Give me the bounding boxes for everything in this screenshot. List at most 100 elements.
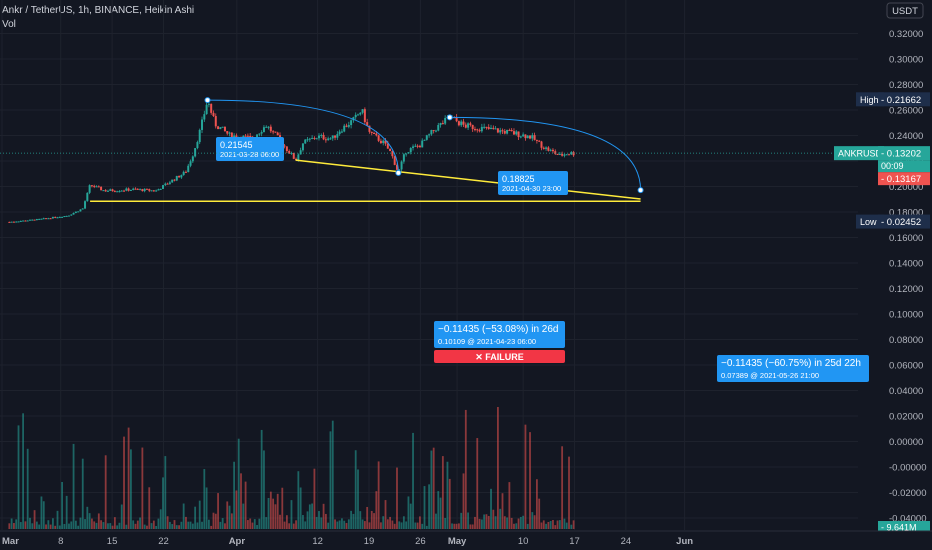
volume-bar [467, 512, 469, 529]
candle-body [187, 165, 190, 173]
candle-body [398, 169, 401, 171]
candle-body [471, 124, 474, 130]
candle-body [354, 114, 357, 118]
candle-body [139, 189, 142, 191]
time-tick: 17 [569, 536, 580, 547]
candle-body [38, 218, 41, 220]
volume-bar [15, 519, 18, 529]
volume-bar [439, 497, 442, 529]
volume-bar [185, 516, 187, 529]
price-tick: -0.00000 [889, 463, 927, 474]
failure-label: ✕ FAILURE [475, 352, 524, 362]
volume-bar [52, 518, 54, 529]
candle-body [81, 208, 84, 210]
candle-body [159, 188, 162, 190]
volume-bar [334, 519, 336, 529]
low-value: - 0.02452 [881, 217, 921, 228]
volume-bar [49, 524, 52, 529]
arc-point [637, 187, 644, 194]
volume-bar [125, 524, 128, 529]
volume-bar [244, 481, 247, 529]
candle-body [42, 218, 45, 220]
volume-indicator-label[interactable]: Vol [2, 19, 16, 30]
candle-body [430, 130, 433, 135]
price-tick: 0.00000 [889, 437, 923, 448]
candle-body [501, 130, 504, 132]
volume-bar [214, 513, 217, 529]
candle-body [86, 192, 89, 202]
volume-bar [285, 515, 288, 529]
volume-bar [191, 523, 194, 529]
time-tick: Mar [2, 536, 19, 547]
candle-body [157, 189, 160, 191]
candle-body [182, 171, 185, 176]
volume-bar [405, 521, 408, 529]
volume-bar [107, 523, 109, 529]
candle-body [480, 126, 483, 132]
volume-bar [134, 523, 137, 529]
candle-body [45, 218, 48, 220]
volume-bar [558, 520, 561, 529]
candle-body [373, 133, 376, 135]
candle-body [524, 134, 527, 139]
volume-bar [81, 458, 84, 529]
candle-body [201, 119, 204, 130]
volume-bar [224, 523, 226, 529]
candle-body [116, 191, 119, 193]
volume-bar [74, 520, 77, 529]
candle-body [17, 221, 20, 223]
volume-bar [283, 521, 286, 529]
volume-bar [460, 512, 463, 529]
candle-body [56, 217, 59, 219]
volume-bar [182, 503, 185, 529]
volume-bar [175, 525, 178, 529]
candle-body [210, 103, 213, 113]
candle-body [258, 133, 261, 135]
candle-body [90, 185, 93, 187]
candle-body [418, 145, 421, 148]
candle-body [306, 139, 309, 141]
volume-bar [368, 522, 371, 529]
volume-bar [212, 512, 215, 529]
candle-body [49, 218, 52, 220]
volume-bar [423, 486, 426, 529]
volume-bar [552, 519, 554, 529]
volume-bar [320, 517, 323, 529]
volume-bar [345, 523, 348, 529]
volume-bar [299, 487, 302, 529]
volume-bar [329, 431, 332, 529]
candle-body [35, 219, 38, 221]
candle-body [519, 136, 522, 138]
candle-body [494, 128, 497, 130]
candle-body [15, 221, 18, 223]
volume-bar [19, 522, 22, 529]
candle-body [432, 130, 435, 132]
candle-body [508, 129, 511, 131]
callout-date-drop1: 0.10109 @ 2021-04-23 06:00 [438, 337, 536, 346]
candle-body [556, 153, 559, 155]
volume-bar [26, 448, 29, 529]
callout-date-peak1: 2021-03-28 06:00 [220, 150, 279, 159]
volume-bar [288, 523, 291, 529]
volume-bar [102, 522, 105, 529]
volume-bar [515, 523, 518, 529]
candle-body [412, 146, 415, 149]
candle-body [540, 141, 543, 148]
volume-bar [437, 491, 440, 529]
volume-bar [13, 523, 15, 529]
candle-body [262, 127, 265, 133]
candle-body [526, 135, 529, 139]
candle-body [136, 188, 139, 190]
candle-body [517, 131, 520, 138]
candle-body [93, 185, 96, 187]
candle-body [496, 128, 499, 133]
candle-body [272, 131, 275, 133]
candle-body [568, 154, 571, 156]
candle-body [260, 132, 263, 134]
volume-bar [276, 493, 279, 529]
volume-bar [302, 515, 304, 529]
volume-bar [187, 521, 190, 529]
volume-bar [136, 520, 139, 529]
candle-body [267, 126, 270, 128]
